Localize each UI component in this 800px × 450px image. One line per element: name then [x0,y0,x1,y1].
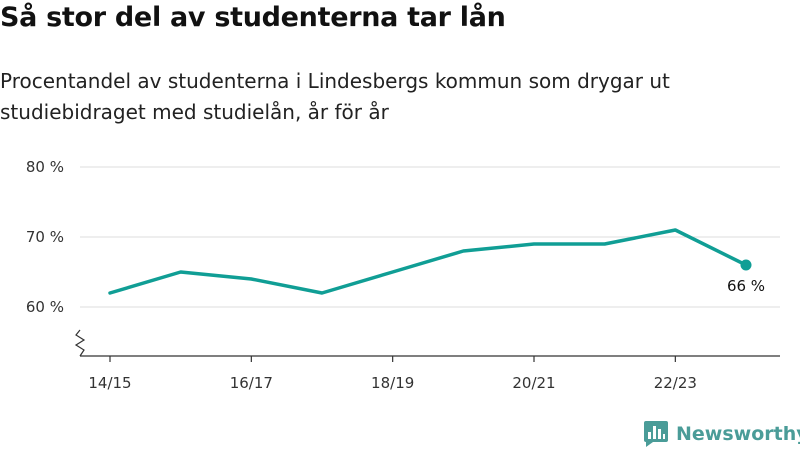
x-tick-label: 20/21 [512,374,555,392]
series-line-0 [108,228,748,295]
x-tick-label: 18/19 [371,374,414,392]
x-tick-label: 22/23 [654,374,697,392]
chart-subtitle: Procentandel av studenterna i Lindesberg… [0,69,670,124]
y-tick-label: 60 % [26,298,64,316]
labels: 60 % 70 % 80 % 14/15 16/17 18/19 20/21 22/23 66 … [26,158,765,392]
brand-logo[interactable]: Newsworthy [644,419,800,449]
bar-chart-logo-icon [644,421,668,447]
y-tick-label: 70 % [26,228,64,246]
chart-title: Så stor del av studenterna tar lån [0,2,506,33]
x-tick-label: 16/17 [230,374,273,392]
brand-name: Newsworthy [676,423,800,445]
grid-lines [80,166,780,308]
data-series [108,228,752,295]
last-point-label: 66 % [727,277,765,295]
x-tick-label: 14/15 [88,374,131,392]
y-tick-label: 80 % [26,158,64,176]
axis-break-icon [74,329,86,357]
x-axis [74,329,780,362]
last-data-point [740,259,752,271]
